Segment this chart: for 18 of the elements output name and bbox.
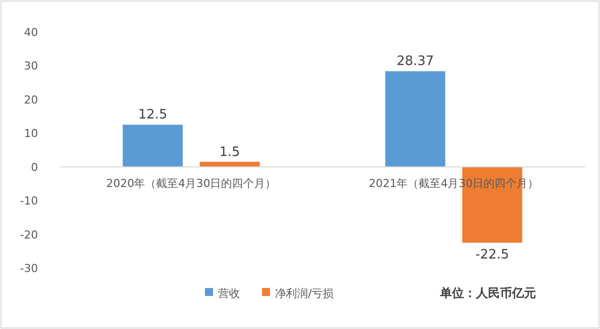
x-tick-label: 2020年（截至4月30日的四个月） xyxy=(106,176,276,190)
data-label: 12.5 xyxy=(138,108,168,123)
data-label: 1.5 xyxy=(219,144,240,160)
legend-label: 净利润/亏损 xyxy=(275,287,334,300)
y-tick-label: 0 xyxy=(31,160,38,174)
data-label: -22.5 xyxy=(475,248,510,263)
y-tick-label: 20 xyxy=(24,93,38,106)
legend-label: 营收 xyxy=(218,287,240,300)
bar xyxy=(385,71,446,167)
y-tick-label: -30 xyxy=(20,262,38,275)
y-tick-label: 40 xyxy=(24,26,38,39)
y-tick-label: 30 xyxy=(24,60,38,73)
y-tick-label: 10 xyxy=(24,127,38,140)
y-tick-label: -20 xyxy=(20,228,38,242)
data-label: 28.37 xyxy=(396,54,434,70)
y-tick-label: -10 xyxy=(20,194,38,208)
text: 单位：人民币亿元 xyxy=(439,286,536,300)
bar xyxy=(122,124,183,167)
